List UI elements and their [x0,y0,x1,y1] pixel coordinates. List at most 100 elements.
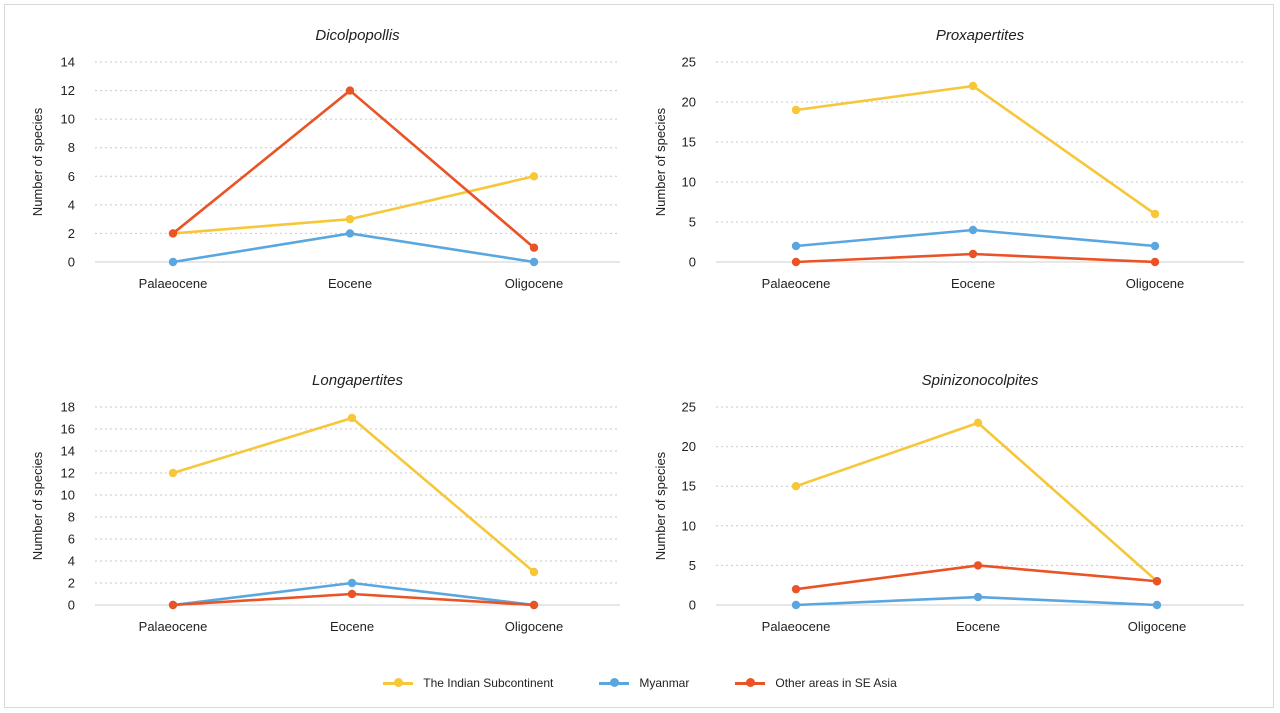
y-axis-label: Number of species [30,451,45,560]
y-tick-label: 12 [61,83,75,98]
chart-spinizonocolpites: Spinizonocolpites Number of species 0 5 10 15… [653,372,1244,634]
data-point-the-indian-subcontinent [345,214,355,224]
data-point-myanmar [345,229,355,238]
x-tick-label: Palaeocene [139,276,208,291]
series-line-the-indian-subcontinent [171,416,536,574]
chart-dicolpopollis: Dicolpopollis Number of species 0 2 4 6 8 10 12 1… [30,27,620,291]
data-point-the-indian-subcontinent [968,81,978,91]
data-point-other-areas-in-se-asia [973,561,983,570]
y-tick-label: 6 [68,532,75,547]
chart-longapertites: Longapertites Number of species 0 2 4 6 8 10 12 1… [30,372,620,634]
y-tick-label: 4 [68,554,75,569]
legend-dot-myanmar [610,678,620,687]
x-tick-label: Eocene [328,276,372,291]
legend-label-indian-subcontinent: The Indian Subcontinent [423,676,554,690]
y-tick-label: 18 [61,400,75,415]
y-tick-label: 14 [61,55,75,70]
legend-swatch-se-asia [735,678,766,688]
legend-swatch-indian-subcontinent [383,678,414,688]
data-point-myanmar [1152,600,1162,610]
x-tick-label: Palaeocene [762,619,831,634]
y-tick-label: 0 [689,255,696,270]
y-tick-label: 0 [68,255,75,270]
y-tick-label: 4 [68,197,75,212]
data-point-other-areas-in-se-asia [168,600,178,610]
data-point-other-areas-in-se-asia [791,257,801,267]
data-point-other-areas-in-se-asia [968,249,978,259]
data-point-myanmar [347,578,357,588]
data-point-the-indian-subcontinent [529,567,539,577]
x-tick-label: Eocene [951,276,995,291]
data-point-other-areas-in-se-asia [1152,577,1162,586]
y-tick-label: 12 [61,466,75,481]
series-line-the-indian-subcontinent [794,84,1157,216]
y-tick-label: 14 [61,444,75,459]
data-point-other-areas-in-se-asia [791,584,801,594]
x-tick-label: Oligocene [505,276,564,291]
legend-item-myanmar: Myanmar [599,676,689,690]
y-tick-label: 0 [68,598,75,613]
data-point-other-areas-in-se-asia [168,229,178,238]
y-tick-label: 15 [682,135,696,150]
y-tick-label: 25 [682,400,696,415]
x-tick-label: Palaeocene [762,276,831,291]
y-axis-label: Number of species [653,107,668,216]
data-point-other-areas-in-se-asia [347,589,357,599]
data-point-other-areas-in-se-asia [529,243,539,252]
y-tick-label: 10 [682,518,696,533]
chart-title: Spinizonocolpites [922,372,1039,389]
x-tick-label: Oligocene [505,619,564,634]
data-point-myanmar [168,257,178,267]
y-tick-label: 20 [682,439,696,454]
data-point-other-areas-in-se-asia [529,600,539,610]
data-point-myanmar [1150,241,1160,251]
legend-label-myanmar: Myanmar [639,676,690,690]
data-point-myanmar [791,600,801,610]
y-tick-label: 25 [682,55,696,70]
x-tick-label: Palaeocene [139,619,208,634]
series-line-the-indian-subcontinent [171,174,536,235]
y-tick-label: 5 [689,558,696,573]
x-tick-label: Eocene [330,619,374,634]
y-axis-label: Number of species [30,107,45,216]
data-point-the-indian-subcontinent [529,172,539,181]
x-tick-label: Oligocene [1126,276,1185,291]
chart-title: Dicolpopollis [315,27,400,44]
data-point-other-areas-in-se-asia [345,86,355,95]
data-point-the-indian-subcontinent [1150,209,1160,219]
y-tick-label: 15 [682,479,696,494]
y-tick-label: 6 [68,169,75,184]
data-point-the-indian-subcontinent [791,105,801,115]
y-tick-label: 10 [61,488,75,503]
chart-title: Proxapertites [936,27,1025,44]
legend-item-indian-subcontinent: The Indian Subcontinent [383,676,553,690]
series-line-myanmar [171,232,536,264]
y-tick-label: 16 [61,422,75,437]
series-line-other-areas-in-se-asia [171,89,536,250]
data-point-the-indian-subcontinent [347,413,357,423]
data-point-myanmar [529,257,539,267]
legend-dot-indian-subcontinent [394,678,404,687]
legend-dot-se-asia [746,678,756,687]
y-tick-label: 2 [68,226,75,241]
chart-title: Longapertites [312,372,403,389]
y-tick-label: 8 [68,510,75,525]
y-tick-label: 5 [689,215,696,230]
x-tick-label: Oligocene [1128,619,1187,634]
x-tick-label: Eocene [956,619,1000,634]
y-axis-label: Number of species [653,451,668,560]
legend-swatch-myanmar [599,678,630,688]
y-tick-label: 10 [61,112,75,127]
y-tick-label: 0 [689,598,696,613]
data-point-myanmar [968,225,978,235]
y-tick-label: 10 [682,175,696,190]
figure-frame [4,4,1274,708]
data-point-the-indian-subcontinent [168,468,178,478]
legend-item-se-asia: Other areas in SE Asia [735,676,897,690]
data-point-the-indian-subcontinent [973,418,983,428]
y-tick-label: 8 [68,140,75,155]
legend-label-se-asia: Other areas in SE Asia [775,676,897,690]
data-point-the-indian-subcontinent [791,482,801,491]
data-point-other-areas-in-se-asia [1150,257,1160,267]
